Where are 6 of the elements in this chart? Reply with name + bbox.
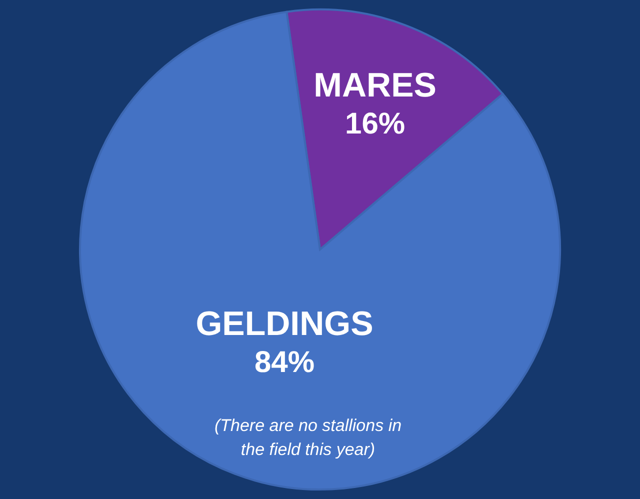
pie-slice bbox=[79, 10, 561, 490]
text: (There are no stallions in the field this year) bbox=[214, 416, 402, 459]
data-label: 16% bbox=[345, 108, 406, 141]
data-label: 84% bbox=[254, 346, 315, 379]
slice-label: GELDINGS bbox=[196, 304, 374, 343]
slice-label: MARES bbox=[314, 66, 436, 105]
